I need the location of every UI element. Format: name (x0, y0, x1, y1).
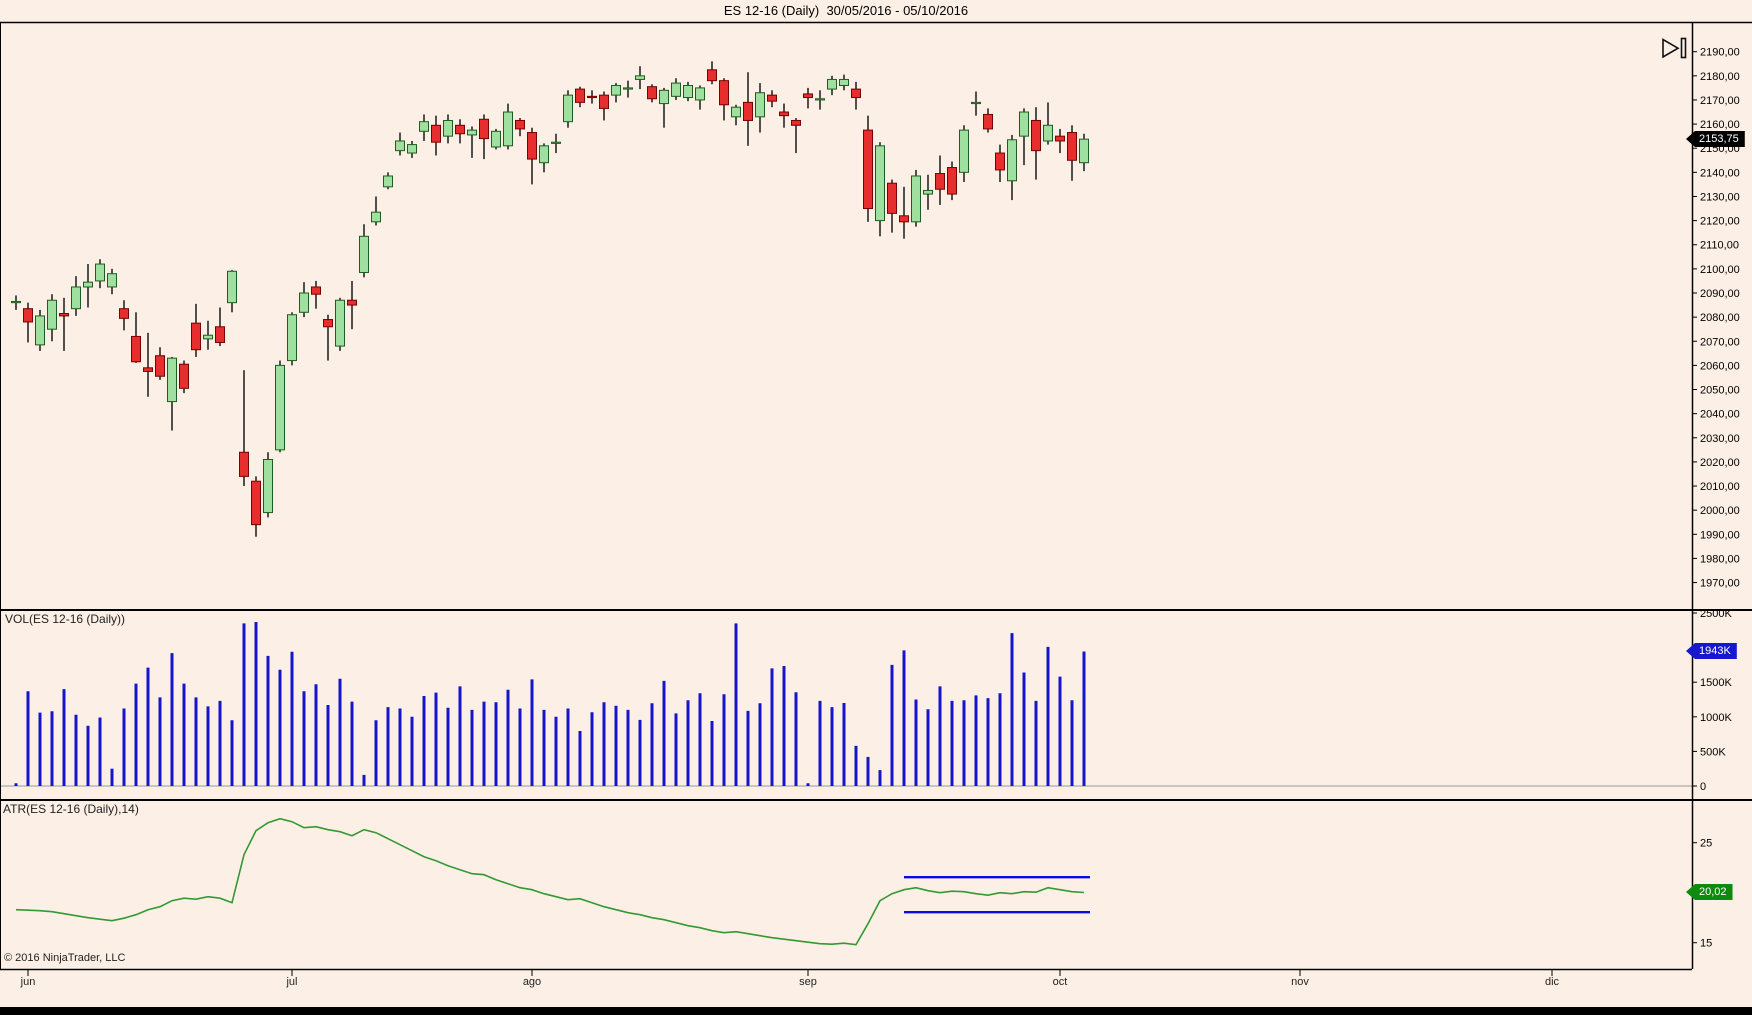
volume-panel-region[interactable] (0, 610, 1692, 800)
svg-text:2000,00: 2000,00 (1700, 505, 1740, 517)
svg-text:2500K: 2500K (1700, 608, 1732, 620)
svg-text:2010,00: 2010,00 (1700, 481, 1740, 493)
svg-text:1000K: 1000K (1700, 712, 1732, 724)
last-volume-badge: 1943K (1686, 643, 1737, 659)
last-price-badge: 2153,75 (1686, 131, 1745, 147)
svg-text:1500K: 1500K (1700, 677, 1732, 689)
last-atr-badge: 20,02 (1686, 884, 1733, 900)
svg-text:0: 0 (1700, 781, 1706, 793)
play-marker-icon[interactable] (1662, 37, 1687, 59)
svg-text:2140,00: 2140,00 (1700, 167, 1740, 179)
axis-ticks-layer: 2190,002180,002170,002160,002150,002140,… (1692, 47, 1740, 950)
x-axis-month-label: jun (20, 976, 36, 988)
chart-title: ES 12-16 (Daily) 30/05/2016 - 05/10/2016 (723, 3, 969, 18)
svg-text:25: 25 (1700, 838, 1712, 850)
svg-text:2130,00: 2130,00 (1700, 191, 1740, 203)
x-axis-month-label: ago (522, 976, 542, 988)
atr-line (15, 817, 1085, 946)
svg-text:1990,00: 1990,00 (1700, 529, 1740, 541)
svg-text:2080,00: 2080,00 (1700, 312, 1740, 324)
svg-text:2030,00: 2030,00 (1700, 433, 1740, 445)
x-axis-month-label: sep (799, 976, 817, 988)
price-axis-region[interactable] (1692, 23, 1752, 969)
svg-text:2020,00: 2020,00 (1700, 457, 1740, 469)
price-panel-region[interactable] (0, 23, 1692, 610)
x-axis-month-label: nov (1291, 976, 1309, 988)
volume-bars-layer (14, 621, 1086, 786)
x-axis-month-label: oct (1052, 976, 1068, 988)
svg-text:1970,00: 1970,00 (1700, 578, 1740, 590)
svg-text:2090,00: 2090,00 (1700, 288, 1740, 300)
svg-text:2170,00: 2170,00 (1700, 95, 1740, 107)
svg-text:2050,00: 2050,00 (1700, 385, 1740, 397)
svg-text:2110,00: 2110,00 (1700, 240, 1739, 252)
svg-text:2190,00: 2190,00 (1700, 47, 1740, 59)
svg-text:2040,00: 2040,00 (1700, 409, 1740, 421)
volume-indicator-label: VOL(ES 12-16 (Daily)) (5, 612, 126, 626)
svg-text:2100,00: 2100,00 (1700, 264, 1740, 276)
atr-panel-region[interactable] (0, 800, 1692, 969)
svg-text:500K: 500K (1700, 746, 1726, 758)
candles-layer (11, 61, 1089, 537)
svg-text:15: 15 (1700, 938, 1712, 950)
svg-text:2120,00: 2120,00 (1700, 216, 1740, 228)
svg-text:2060,00: 2060,00 (1700, 360, 1740, 372)
svg-text:2180,00: 2180,00 (1700, 71, 1740, 83)
x-axis-month-label: dic (1544, 976, 1560, 988)
svg-text:1980,00: 1980,00 (1700, 553, 1740, 565)
svg-text:2160,00: 2160,00 (1700, 119, 1740, 131)
atr-indicator-label: ATR(ES 12-16 (Daily),14) (3, 802, 139, 816)
copyright-text: © 2016 NinjaTrader, LLC (4, 952, 126, 964)
svg-text:2070,00: 2070,00 (1700, 336, 1740, 348)
x-axis-month-label: jul (286, 976, 298, 988)
time-axis-region[interactable] (0, 969, 1692, 1007)
